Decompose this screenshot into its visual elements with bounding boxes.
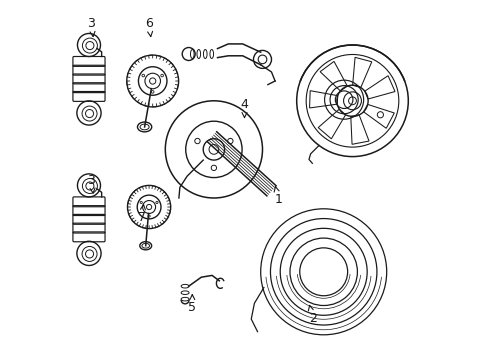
Text: 7: 7	[138, 204, 145, 224]
Text: 3: 3	[87, 174, 95, 193]
Text: 4: 4	[240, 98, 248, 118]
Text: 2: 2	[308, 305, 316, 325]
Text: 1: 1	[274, 186, 282, 206]
Text: 3: 3	[87, 17, 95, 37]
Text: 6: 6	[145, 17, 153, 37]
Text: 5: 5	[188, 294, 196, 314]
